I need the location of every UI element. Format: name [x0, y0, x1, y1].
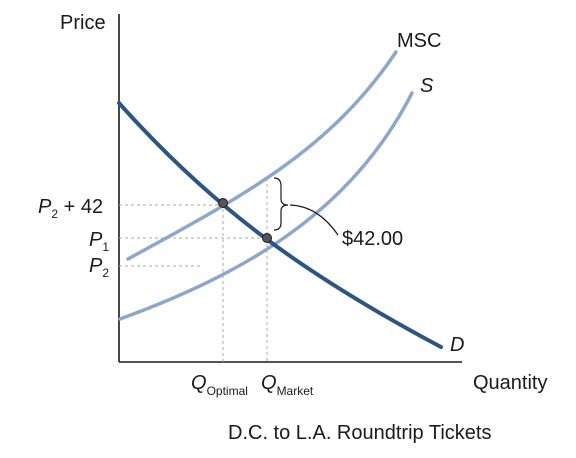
price-tick-p1-sub: 1	[102, 240, 109, 254]
price-tick-p2: P2	[89, 255, 109, 280]
guide-lines	[119, 178, 268, 362]
price-tick-p2-sub: 2	[102, 266, 109, 280]
price-tick-p2-plus-42-main: P	[38, 196, 52, 218]
quantity-tick-market-sub: Market	[277, 384, 314, 398]
price-tick-p2-plus-42-sub: 2	[51, 207, 58, 221]
quantity-tick-optimal-sub: Optimal	[207, 384, 248, 398]
quantity-tick-market-main: Q	[261, 372, 277, 394]
price-tick-p1-main: P	[89, 229, 103, 251]
y-axis-label: Price	[60, 12, 106, 34]
demand-label: D	[450, 334, 464, 356]
price-tick-p2-plus-42-suffix: + 42	[58, 196, 103, 218]
market-point	[262, 233, 272, 243]
demand-curve	[117, 101, 443, 349]
supply-curve	[118, 91, 414, 321]
price-tick-p1: P1	[89, 229, 109, 254]
x-axis-label: Quantity	[473, 372, 547, 394]
annotation-label: $42.00	[342, 228, 403, 250]
annotation-leader	[289, 204, 339, 236]
quantity-tick-optimal: QOptimal	[191, 372, 248, 398]
chart-title: D.C. to L.A. Roundtrip Tickets	[228, 422, 491, 444]
externality-brace	[273, 177, 289, 231]
supply-label: S	[420, 75, 434, 97]
price-tick-p2-main: P	[89, 255, 103, 277]
optimal-point	[218, 198, 228, 208]
msc-curve	[126, 50, 398, 261]
msc-label: MSC	[397, 30, 441, 52]
quantity-tick-market: QMarket	[261, 372, 314, 398]
quantity-tick-optimal-main: Q	[191, 372, 207, 394]
price-tick-p2-plus-42: P2 + 42	[38, 196, 103, 221]
